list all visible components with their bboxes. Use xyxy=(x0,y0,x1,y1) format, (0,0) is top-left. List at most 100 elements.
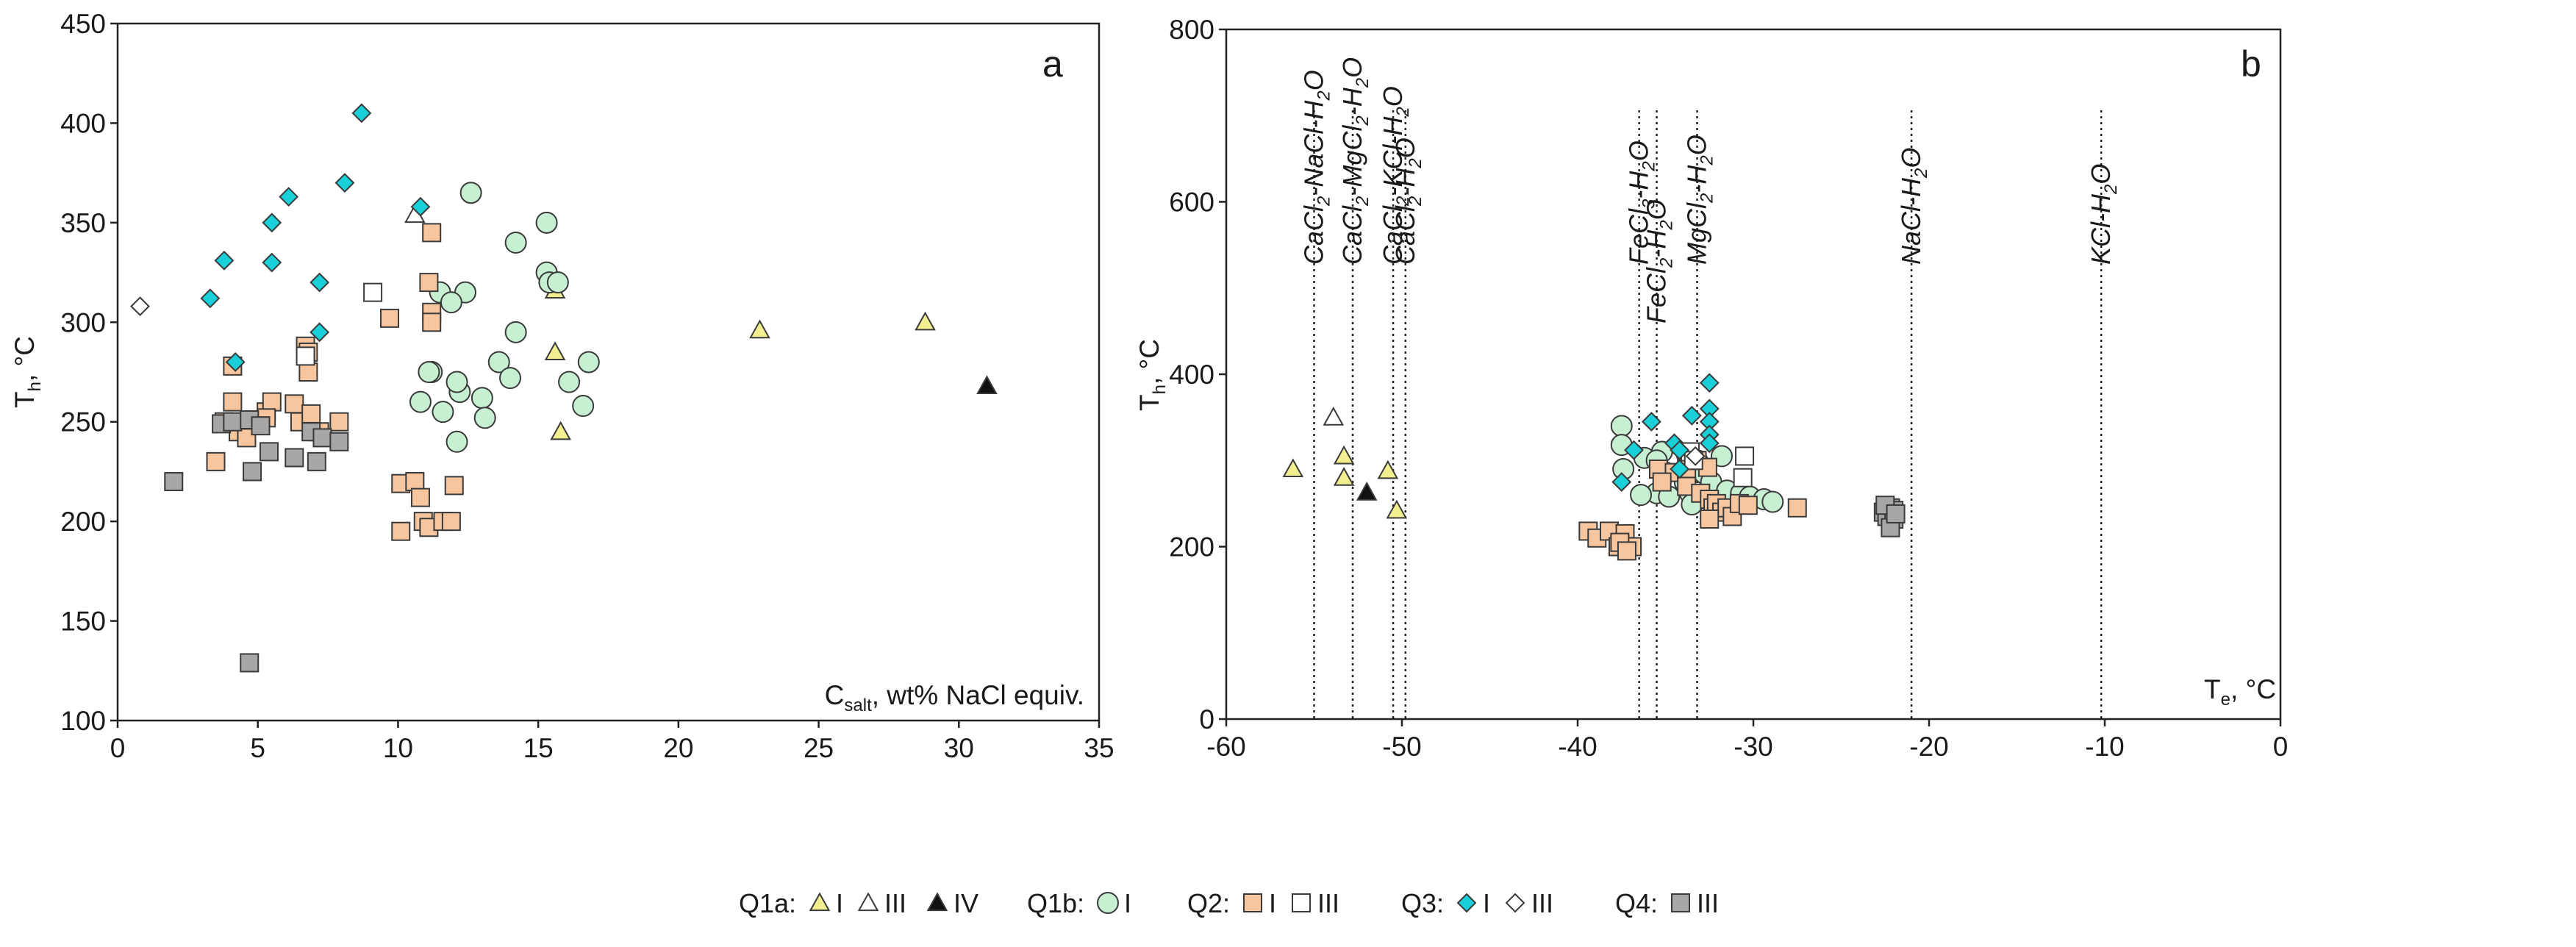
chart-a-point-q1b-i xyxy=(535,211,558,234)
chart-a-point-q3-i xyxy=(410,196,431,217)
legend-symbol-triangle xyxy=(857,892,879,912)
chart-a-plot-frame xyxy=(116,22,1101,722)
chart-a-point-q1b-i xyxy=(446,430,468,453)
chart-a-point-q2-i xyxy=(301,404,321,424)
chart-a-xtick-label: 20 xyxy=(663,733,693,763)
chart-a-point-q3-i xyxy=(200,288,221,309)
chart-b-axes: -60 -50 -40 -30 -20 -10 0 0 200 400 600 800 xyxy=(1169,15,2288,762)
chart-a-point-q1a-i xyxy=(915,311,936,331)
chart-a-ylabel-rest: , °C xyxy=(10,336,40,382)
chart-a-point-q2-i xyxy=(405,471,425,491)
chart-b-point-q4-iii xyxy=(1886,504,1906,523)
chart-b-point-q1b-i xyxy=(1610,415,1633,437)
chart-a-point-q1a-i xyxy=(550,421,571,440)
chart-b-ytick-label: 0 xyxy=(1199,704,1214,735)
chart-b-point-q3-i xyxy=(1699,433,1720,454)
chart-a-point-q2-i xyxy=(298,362,318,382)
chart-a-point-q2-i xyxy=(419,273,439,293)
chart-a-xtick-label: 10 xyxy=(383,733,413,763)
chart-b-point-q2-i xyxy=(1700,509,1720,529)
chart-a-point-q2-iii xyxy=(363,282,383,302)
legend-item-label: I xyxy=(836,888,843,918)
legend-item-label: III xyxy=(1697,888,1719,918)
chart-a-point-q2-i xyxy=(285,394,304,414)
eutectic-label: MgCl2-H2O xyxy=(1682,135,1717,265)
chart-a-xlabel-main: C xyxy=(825,680,845,710)
chart-a-xlabel: Csalt, wt% NaCl equiv. xyxy=(825,680,1084,715)
chart-b-ylabel-sub: h xyxy=(1150,385,1170,394)
chart-a-point-q1b-i xyxy=(504,321,527,343)
chart-a-point-q1b-i xyxy=(504,231,527,254)
legend-symbol-square xyxy=(1243,893,1262,912)
chart-b-point-q1a-i xyxy=(1282,458,1304,478)
chart-a-xlabel-sub: salt xyxy=(844,696,872,715)
chart-a-point-q2-i xyxy=(422,312,442,332)
chart-b-xtick-label: 0 xyxy=(2273,732,2289,762)
chart-b-ylabel-main: T xyxy=(1134,394,1164,411)
eutectic-label: FeCl2-H2O xyxy=(1642,199,1677,324)
chart-a-ytick-label: 350 xyxy=(60,208,106,238)
eutectic-label: CaCl2-NaCl-H2O xyxy=(1299,70,1334,265)
chart-b-point-q2-i xyxy=(1787,498,1807,518)
chart-a-point-q1b-i xyxy=(558,371,581,393)
chart-a-point-q2-i xyxy=(441,512,461,532)
chart-b-point-q3-i xyxy=(1624,440,1644,460)
chart-b-point-q3-i xyxy=(1699,373,1720,393)
chart-b-point-q2-iii xyxy=(1735,446,1755,466)
legend-item-label: III xyxy=(884,888,906,918)
chart-a-point-q2-i xyxy=(262,392,282,412)
chart-panel-b: CaCl2-NaCl-H2OCaCl2-MgCl2-H2OCaCl2-KCl-H… xyxy=(1134,15,2288,762)
chart-b-point-q1b-i xyxy=(1630,484,1653,507)
chart-b-point-q3-i xyxy=(1611,472,1632,492)
chart-a-panel-letter: a xyxy=(1042,43,1063,85)
chart-b-point-q1a-i xyxy=(1377,460,1399,479)
chart-b-point-q3-i xyxy=(1670,440,1690,460)
chart-a-point-q2-i xyxy=(379,308,399,328)
chart-b-marks xyxy=(1282,373,1906,561)
chart-b-point-q1a-i xyxy=(1386,499,1408,519)
chart-b-xlabel: Te, °C xyxy=(2204,674,2276,710)
chart-a-point-q3-i xyxy=(351,103,372,124)
chart-a-point-q3-i xyxy=(262,212,282,233)
chart-a-point-q2-i xyxy=(444,476,464,496)
chart-a-marks xyxy=(130,103,998,673)
chart-b-ytick-label: 600 xyxy=(1169,187,1214,218)
legend-symbol-square xyxy=(1671,893,1690,912)
chart-a-point-q1b-i xyxy=(546,271,569,294)
chart-a-xtick-label: 30 xyxy=(944,733,974,763)
chart-a-point-q3-i xyxy=(225,352,246,372)
chart-b-xlabel-main: T xyxy=(2204,674,2221,704)
chart-b-point-q2-i xyxy=(1738,496,1758,515)
chart-a-ylabel-sub: h xyxy=(25,382,45,391)
chart-a-point-q4-iii xyxy=(223,412,243,432)
legend-item-label: IV xyxy=(954,888,978,918)
legend-group-label: Q1a: xyxy=(739,888,796,918)
chart-a-point-q3-i xyxy=(262,252,282,273)
chart-b-eutectic-lines: CaCl2-NaCl-H2OCaCl2-MgCl2-H2OCaCl2-KCl-H… xyxy=(1299,57,2121,719)
chart-a-point-q1b-i xyxy=(572,395,595,418)
legend-symbol-triangle xyxy=(926,892,948,912)
chart-a-point-q4-iii xyxy=(164,471,184,491)
chart-a-point-q2-i xyxy=(391,521,411,541)
chart-b-ytick-label: 200 xyxy=(1169,532,1214,562)
chart-a-point-q1b-i xyxy=(473,407,496,429)
eutectic-label: FeCl3-H2O xyxy=(1624,140,1659,265)
chart-b-xlabel-rest: , °C xyxy=(2230,674,2276,704)
eutectic-label: CaCl2-H2O xyxy=(1390,137,1425,265)
chart-a-point-q1b-i xyxy=(487,351,510,374)
chart-a-point-q3-i xyxy=(214,250,235,271)
chart-b-panel-letter: b xyxy=(2241,43,2261,85)
chart-a-point-q3-i xyxy=(310,272,330,293)
chart-a-point-q4-iii xyxy=(251,416,271,436)
chart-b-point-q3-i xyxy=(1641,412,1661,432)
chart-a-point-q4-iii xyxy=(243,462,262,482)
legend-item-label: III xyxy=(1317,888,1339,918)
chart-a-point-q1b-i xyxy=(499,367,521,390)
chart-a-ytick-label: 250 xyxy=(60,407,106,437)
chart-a-ytick-label: 450 xyxy=(60,9,106,39)
chart-a-xtick-label: 0 xyxy=(110,733,126,763)
chart-a-point-q4-iii xyxy=(329,432,349,451)
legend-symbol-circle xyxy=(1097,892,1119,914)
chart-a-point-q1a-i xyxy=(544,341,566,360)
chart-b-ylabel-rest: , °C xyxy=(1134,339,1164,385)
